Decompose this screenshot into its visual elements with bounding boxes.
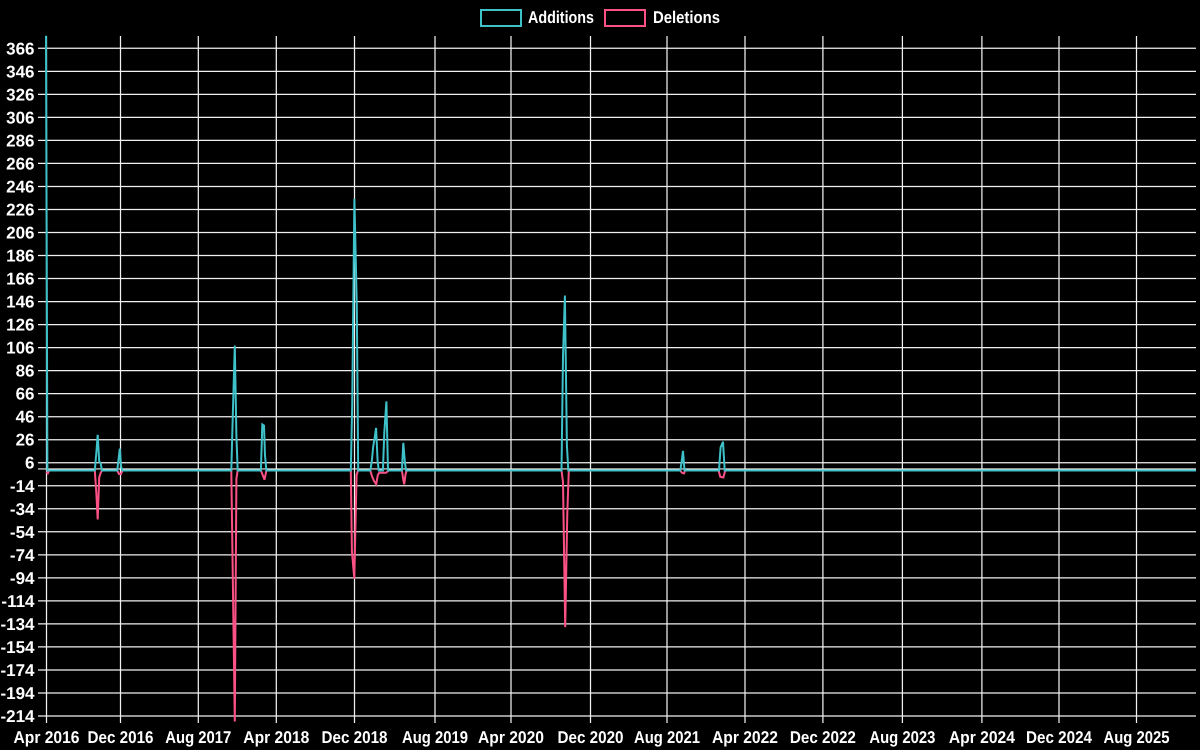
svg-text:146: 146 [6,293,34,312]
svg-text:Apr 2022: Apr 2022 [712,728,778,747]
svg-text:Deletions: Deletions [653,8,720,27]
svg-text:6: 6 [25,454,34,473]
svg-text:86: 86 [16,362,35,381]
svg-text:Dec 2020: Dec 2020 [558,728,624,747]
svg-text:-214: -214 [0,707,35,726]
svg-text:-134: -134 [0,615,35,634]
svg-text:-154: -154 [0,638,35,657]
svg-text:-34: -34 [10,500,35,519]
svg-text:126: 126 [6,316,34,335]
svg-text:Dec 2024: Dec 2024 [1026,728,1092,747]
svg-text:Dec 2022: Dec 2022 [790,728,856,747]
svg-text:Aug 2019: Aug 2019 [402,728,468,747]
svg-text:-54: -54 [10,523,35,542]
svg-text:-194: -194 [0,684,35,703]
svg-text:Dec 2016: Dec 2016 [88,728,154,747]
svg-text:Apr 2018: Apr 2018 [243,728,309,747]
svg-text:Apr 2020: Apr 2020 [478,728,544,747]
svg-text:-114: -114 [1,592,35,611]
svg-text:346: 346 [6,62,34,81]
svg-text:Apr 2016: Apr 2016 [14,728,80,747]
svg-text:Aug 2025: Aug 2025 [1104,728,1170,747]
svg-text:186: 186 [6,247,34,266]
svg-text:326: 326 [6,85,34,104]
svg-text:-74: -74 [10,546,35,565]
svg-text:-94: -94 [10,569,35,588]
svg-text:246: 246 [6,177,34,196]
svg-text:Aug 2023: Aug 2023 [869,728,935,747]
svg-text:Dec 2018: Dec 2018 [322,728,388,747]
svg-text:366: 366 [6,39,34,58]
svg-text:-14: -14 [10,477,35,496]
svg-text:26: 26 [16,431,35,450]
svg-text:286: 286 [6,131,34,150]
svg-text:226: 226 [6,201,34,220]
svg-text:206: 206 [6,224,34,243]
svg-text:46: 46 [16,408,35,427]
svg-text:166: 166 [6,270,34,289]
svg-text:106: 106 [6,339,34,358]
svg-text:Apr 2024: Apr 2024 [949,728,1015,747]
svg-text:306: 306 [6,108,34,127]
svg-text:-174: -174 [0,661,35,680]
svg-text:266: 266 [6,154,34,173]
svg-text:Aug 2021: Aug 2021 [634,728,700,747]
svg-text:Aug 2017: Aug 2017 [165,728,231,747]
svg-text:66: 66 [16,385,35,404]
svg-text:Additions: Additions [528,8,594,27]
